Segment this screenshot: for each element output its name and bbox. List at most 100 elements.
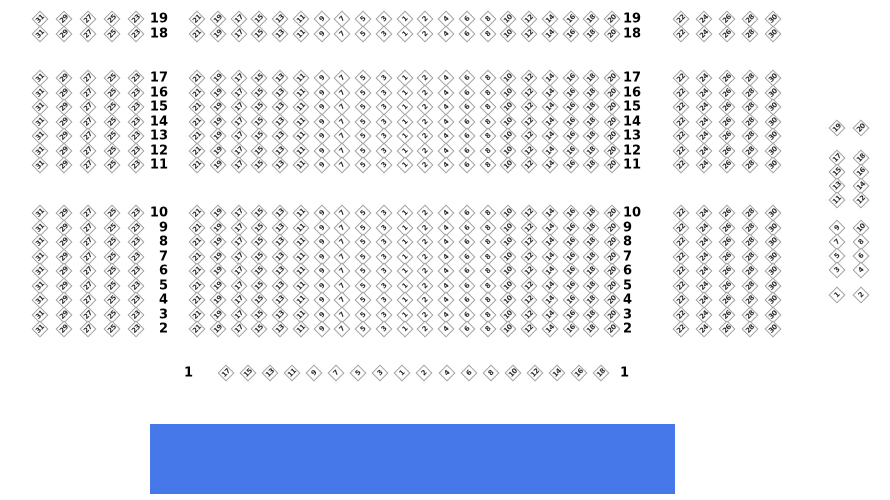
seat[interactable]: 2 [852,286,870,304]
seat[interactable]: 1 [393,364,411,382]
seat[interactable]: 5 [354,25,372,42]
seat[interactable]: 20 [603,156,621,174]
seat[interactable]: 16 [562,156,579,174]
seat[interactable]: 25 [103,156,121,174]
seat[interactable]: 13 [261,364,279,382]
seat[interactable]: 26 [718,25,736,42]
seat[interactable]: 15 [250,25,268,42]
seat[interactable]: 6 [458,25,476,42]
seat[interactable]: 4 [438,364,455,382]
seat[interactable]: 28 [741,320,759,338]
seat[interactable]: 24 [695,156,713,174]
seat[interactable]: 7 [333,25,351,42]
seat[interactable]: 10 [504,364,522,382]
seat[interactable]: 26 [718,156,736,174]
seat[interactable]: 8 [479,320,496,338]
seat[interactable]: 11 [828,191,846,209]
seat[interactable]: 13 [271,25,289,42]
seat[interactable]: 2 [416,25,434,42]
seat[interactable]: 9 [313,320,330,338]
seat[interactable]: 25 [103,25,121,42]
seat[interactable]: 11 [292,25,310,42]
seat[interactable]: 22 [672,320,690,338]
seat[interactable]: 30 [764,156,782,174]
seat[interactable]: 31 [31,156,49,174]
seat[interactable]: 12 [520,25,538,42]
seat[interactable]: 21 [188,156,206,174]
seat[interactable]: 14 [548,364,566,382]
seat[interactable]: 6 [460,364,478,382]
seat[interactable]: 29 [55,156,73,174]
seat[interactable]: 22 [672,156,690,174]
seat[interactable]: 21 [188,320,206,338]
seat[interactable]: 12 [520,156,538,174]
seat[interactable]: 10 [499,320,517,338]
seat[interactable]: 16 [562,25,579,42]
seat[interactable]: 31 [31,320,49,338]
seat[interactable]: 11 [292,320,310,338]
seat[interactable]: 30 [764,320,782,338]
seat[interactable]: 30 [764,25,782,42]
seat[interactable]: 16 [570,364,588,382]
seat[interactable]: 6 [458,320,476,338]
seat[interactable]: 14 [541,156,559,174]
seat[interactable]: 25 [103,320,121,338]
seat[interactable]: 1 [396,25,413,42]
seat[interactable]: 10 [499,156,517,174]
seat[interactable]: 1 [828,286,846,304]
seat[interactable]: 12 [526,364,544,382]
seat[interactable]: 5 [349,364,367,382]
seat[interactable]: 1 [396,320,413,338]
seat[interactable]: 15 [250,156,268,174]
seat[interactable]: 22 [672,25,690,42]
seat[interactable]: 8 [479,156,496,174]
seat[interactable]: 19 [209,320,227,338]
seat[interactable]: 2 [416,320,434,338]
seat[interactable]: 18 [582,156,600,174]
seat[interactable]: 23 [127,25,145,42]
seat[interactable]: 9 [305,364,323,382]
seat[interactable]: 9 [313,25,330,42]
seat[interactable]: 14 [541,25,559,42]
seat[interactable]: 8 [482,364,500,382]
seat[interactable]: 20 [603,320,621,338]
seat[interactable]: 5 [354,156,372,174]
seat[interactable]: 1 [396,156,413,174]
seat[interactable]: 17 [217,364,235,382]
seat[interactable]: 4 [437,156,455,174]
seat[interactable]: 18 [582,320,600,338]
seat[interactable]: 9 [313,156,330,174]
seat[interactable]: 29 [55,25,73,42]
seat[interactable]: 8 [479,25,496,42]
seat[interactable]: 14 [541,320,559,338]
seat[interactable]: 7 [327,364,345,382]
seat[interactable]: 2 [416,156,434,174]
seat[interactable]: 17 [230,156,247,174]
seat[interactable]: 11 [283,364,301,382]
seat[interactable]: 27 [79,320,97,338]
seat[interactable]: 5 [354,320,372,338]
seat[interactable]: 20 [603,25,621,42]
seat[interactable]: 12 [852,191,870,209]
seat[interactable]: 18 [592,364,610,382]
seat[interactable]: 18 [582,25,600,42]
seat[interactable]: 27 [79,156,97,174]
seat[interactable]: 26 [718,320,736,338]
seat[interactable]: 28 [741,156,759,174]
seat[interactable]: 24 [695,320,713,338]
seat[interactable]: 2 [415,364,433,382]
seat[interactable]: 21 [188,25,206,42]
seat[interactable]: 3 [375,25,393,42]
seat[interactable]: 4 [437,25,455,42]
seat[interactable]: 19 [828,119,846,137]
seat[interactable]: 3 [371,364,389,382]
seat[interactable]: 3 [828,261,846,279]
seat[interactable]: 17 [230,25,247,42]
seat[interactable]: 23 [127,320,145,338]
seat[interactable]: 24 [695,25,713,42]
seat[interactable]: 7 [333,320,351,338]
seat[interactable]: 15 [250,320,268,338]
seat[interactable]: 3 [375,156,393,174]
seat[interactable]: 27 [79,25,97,42]
seat[interactable]: 15 [239,364,257,382]
